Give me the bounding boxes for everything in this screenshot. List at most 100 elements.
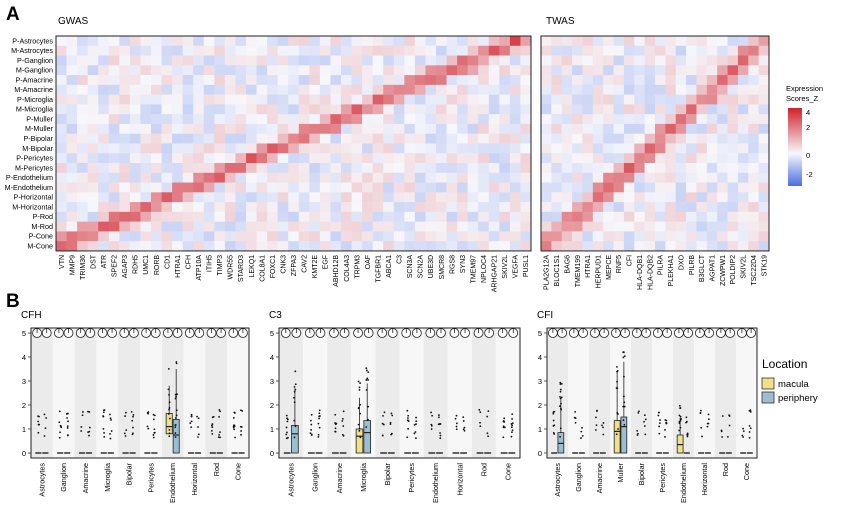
- heatmap-cell: [748, 172, 759, 183]
- heatmap-cell: [488, 84, 500, 95]
- heatmap-cell: [509, 123, 521, 134]
- heatmap-cell: [277, 211, 289, 222]
- heatmap-cell: [341, 133, 352, 144]
- column-label: PLEKHA1: [668, 255, 675, 287]
- heatmap-cell: [414, 55, 426, 66]
- heatmap-cell: [696, 133, 708, 144]
- heatmap-cell: [140, 172, 152, 183]
- heatmap-cell: [541, 123, 552, 134]
- heatmap-cell: [572, 45, 583, 56]
- outlier-point: [455, 414, 458, 417]
- outlier-point: [365, 369, 368, 372]
- heatmap-cell: [108, 84, 120, 95]
- heatmap-cell: [457, 65, 468, 76]
- outlier-point: [365, 426, 368, 428]
- heatmap-cell: [362, 231, 373, 242]
- heatmap-cell: [644, 45, 656, 56]
- heatmap-cell: [748, 45, 759, 56]
- heatmap-cell: [425, 221, 437, 232]
- heatmap-cell: [758, 84, 770, 95]
- outlier-point: [479, 411, 482, 414]
- heatmap-cell: [56, 133, 67, 144]
- outlier-point: [511, 422, 514, 425]
- heatmap-cell: [383, 75, 395, 86]
- outlier-point: [293, 436, 296, 439]
- y-tick-label: 1: [538, 425, 542, 434]
- heatmap-cell: [551, 94, 563, 105]
- heatmap-cell: [582, 94, 594, 105]
- heatmap-cell: [214, 65, 226, 76]
- heatmap-cell: [256, 211, 268, 222]
- heatmap-cell: [675, 55, 687, 66]
- heatmap-cell: [362, 192, 373, 203]
- outlier-point: [382, 423, 385, 426]
- heatmap-cell: [425, 55, 437, 66]
- y-tick-label: 5: [270, 329, 274, 338]
- heatmap-cell: [319, 231, 331, 242]
- outlier-point: [439, 434, 442, 437]
- heatmap-cell: [467, 241, 479, 252]
- outlier-point: [430, 424, 433, 427]
- heatmap-cell: [696, 94, 708, 105]
- heatmap-cell: [520, 143, 532, 154]
- heatmap-cell: [330, 153, 342, 164]
- heatmap-cell: [675, 211, 687, 222]
- legend-tick-label: -2: [806, 170, 813, 179]
- heatmap-cell: [623, 94, 635, 105]
- outlier-point: [510, 423, 513, 425]
- heatmap-cell: [436, 163, 447, 174]
- heatmap-cell: [383, 55, 395, 66]
- heatmap-cell: [634, 55, 645, 66]
- outlier-point: [749, 411, 752, 413]
- heatmap-cell: [748, 221, 759, 232]
- outlier-point: [174, 436, 177, 438]
- outlier-point: [174, 417, 177, 419]
- heatmap-cell: [613, 202, 625, 213]
- heatmap-cell: [151, 114, 162, 125]
- heatmap-cell: [758, 172, 770, 183]
- heatmap-cell: [372, 221, 384, 232]
- heatmap-cell: [727, 65, 739, 76]
- outlier-point: [66, 427, 69, 429]
- heatmap-cell: [193, 172, 205, 183]
- heatmap-cell: [572, 133, 583, 144]
- column-label: HLA-DQB2: [647, 255, 654, 290]
- heatmap-cell: [404, 211, 416, 222]
- heatmap-cell: [655, 182, 666, 193]
- heatmap-cell: [488, 55, 500, 66]
- category-label: Amacrine: [335, 463, 344, 493]
- heatmap-cell: [372, 172, 384, 183]
- heatmap-cell: [758, 65, 770, 76]
- outlier-point: [728, 424, 731, 427]
- heatmap-cell: [383, 104, 395, 115]
- heatmap-cell: [341, 172, 352, 183]
- heatmap-cell: [706, 75, 718, 86]
- heatmap-cell: [613, 182, 625, 193]
- heatmap-cell: [737, 123, 749, 134]
- column-label: ITIH5: [207, 255, 214, 272]
- heatmap-cell: [98, 55, 110, 66]
- heatmap-cell: [393, 36, 405, 47]
- outlier-point: [365, 389, 368, 391]
- category-band: [694, 328, 715, 458]
- outlier-point: [109, 433, 111, 435]
- heatmap-cell: [151, 84, 162, 95]
- column-label: ATP10A: [196, 255, 203, 281]
- heatmap-cell: [372, 182, 384, 193]
- heatmap-cell: [393, 202, 405, 213]
- outlier-point: [153, 428, 156, 431]
- heatmap-cell: [362, 202, 373, 213]
- column-label: COL8A1: [259, 255, 266, 282]
- heatmap-cell: [644, 55, 656, 66]
- heatmap-cell: [256, 55, 268, 66]
- heatmap-cell: [613, 36, 625, 47]
- heatmap-cell: [151, 221, 162, 232]
- heatmap-cell: [108, 192, 120, 203]
- heatmap-cell: [214, 221, 226, 232]
- heatmap-cell: [172, 114, 183, 125]
- row-label: P-Microglia: [17, 95, 53, 104]
- outlier-point: [219, 431, 221, 434]
- heatmap-cell: [56, 182, 67, 193]
- heatmap-cell: [446, 231, 458, 242]
- heatmap-cell: [108, 55, 120, 66]
